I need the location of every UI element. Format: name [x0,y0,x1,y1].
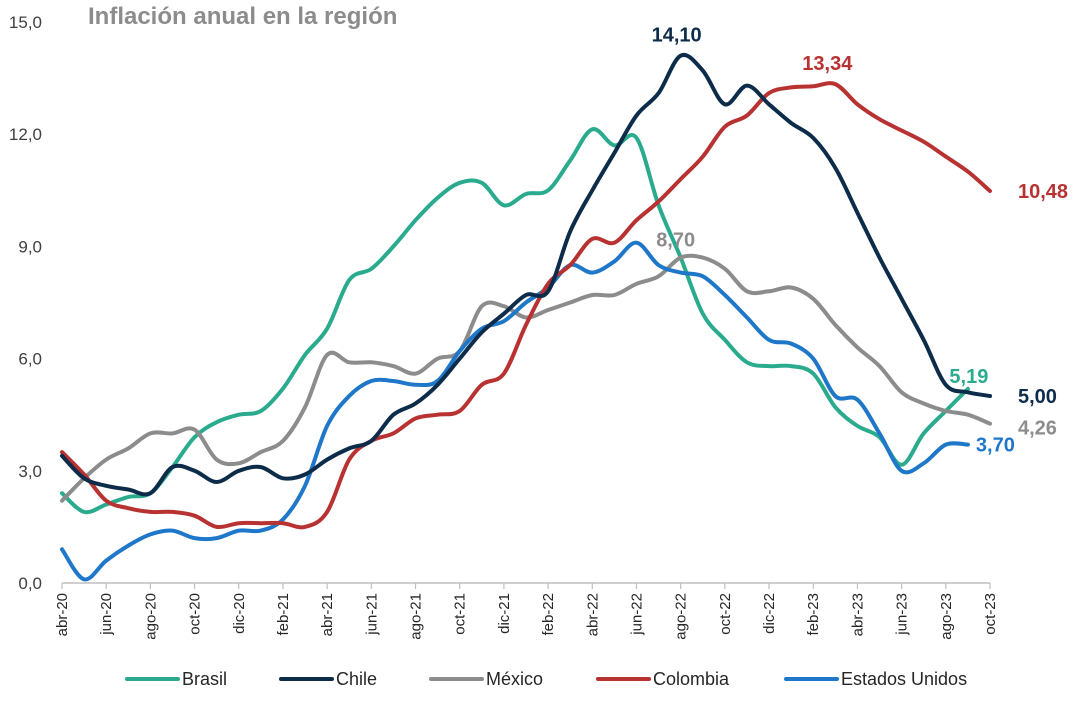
legend-label-brasil: Brasil [182,669,227,689]
y-tick-label: 12,0 [9,125,42,144]
legend-label-mexico: México [486,669,543,689]
series-line-brasil [60,127,970,515]
x-tick-label: feb-22 [540,593,557,636]
data-label-colombia: 13,34 [802,53,853,75]
end-label-chile: 5,00 [1018,386,1057,408]
y-tick-label: 3,0 [18,462,42,481]
legend-label-colombia: Colombia [653,669,730,689]
series-line-estados-unidos [60,240,970,582]
series-line-colombia [60,81,992,530]
data-label-mexico: 8,70 [656,230,695,252]
y-tick-label: 6,0 [18,350,42,369]
x-tick-label: ago-21 [408,593,425,640]
x-tick-label: feb-23 [805,593,822,636]
x-tick-label: jun-22 [628,593,645,636]
legend-label-chile: Chile [336,669,377,689]
x-tick-label: ago-20 [142,593,159,640]
data-label-estados-unidos: 3,70 [976,435,1015,457]
y-tick-label: 15,0 [9,13,42,32]
series-lines [60,52,992,582]
y-tick-label: 0,0 [18,574,42,593]
x-tick-label: ago-22 [673,593,690,640]
legend: Brasil Chile México Colombia Estados Unidos [125,669,967,689]
x-tick-label: dic-20 [231,593,248,634]
series-line-mexico [60,253,992,503]
legend-label-estados-unidos: Estados Unidos [841,669,967,689]
y-tick-label: 9,0 [18,237,42,256]
y-axis-ticks: 0,0 3,0 6,0 9,0 12,0 15,0 [9,13,42,593]
x-tick-label: ago-23 [938,593,955,640]
data-label-brasil: 5,19 [949,366,988,388]
chart-title: Inflación anual en la región [88,3,397,30]
x-tick-label: dic-22 [761,593,778,634]
end-label-colombia: 10,48 [1018,181,1068,203]
x-tick-label: abr-20 [54,593,71,636]
data-labels: 5,19 14,10 5,00 8,70 4,26 13,34 10,48 3,70 [652,25,1068,457]
x-tick-label: jun-23 [894,593,911,636]
x-tick-label: oct-20 [187,593,204,635]
x-axis-ticks: abr-20 jun-20 ago-20 oct-20 dic-20 feb-21 abr-… [54,583,999,640]
x-tick-label: oct-22 [717,593,734,635]
x-tick-label: oct-21 [452,593,469,635]
x-tick-label: abr-23 [849,593,866,636]
x-tick-label: jun-21 [363,593,380,636]
x-tick-label: abr-21 [319,593,336,636]
x-tick-label: dic-21 [496,593,513,634]
end-label-mexico: 4,26 [1018,418,1057,440]
x-tick-label: feb-21 [275,593,292,636]
x-tick-label: oct-23 [982,593,999,635]
x-tick-label: jun-20 [98,593,115,636]
series-line-chile [60,52,992,497]
data-label-chile: 14,10 [652,25,702,47]
x-tick-label: abr-22 [584,593,601,636]
